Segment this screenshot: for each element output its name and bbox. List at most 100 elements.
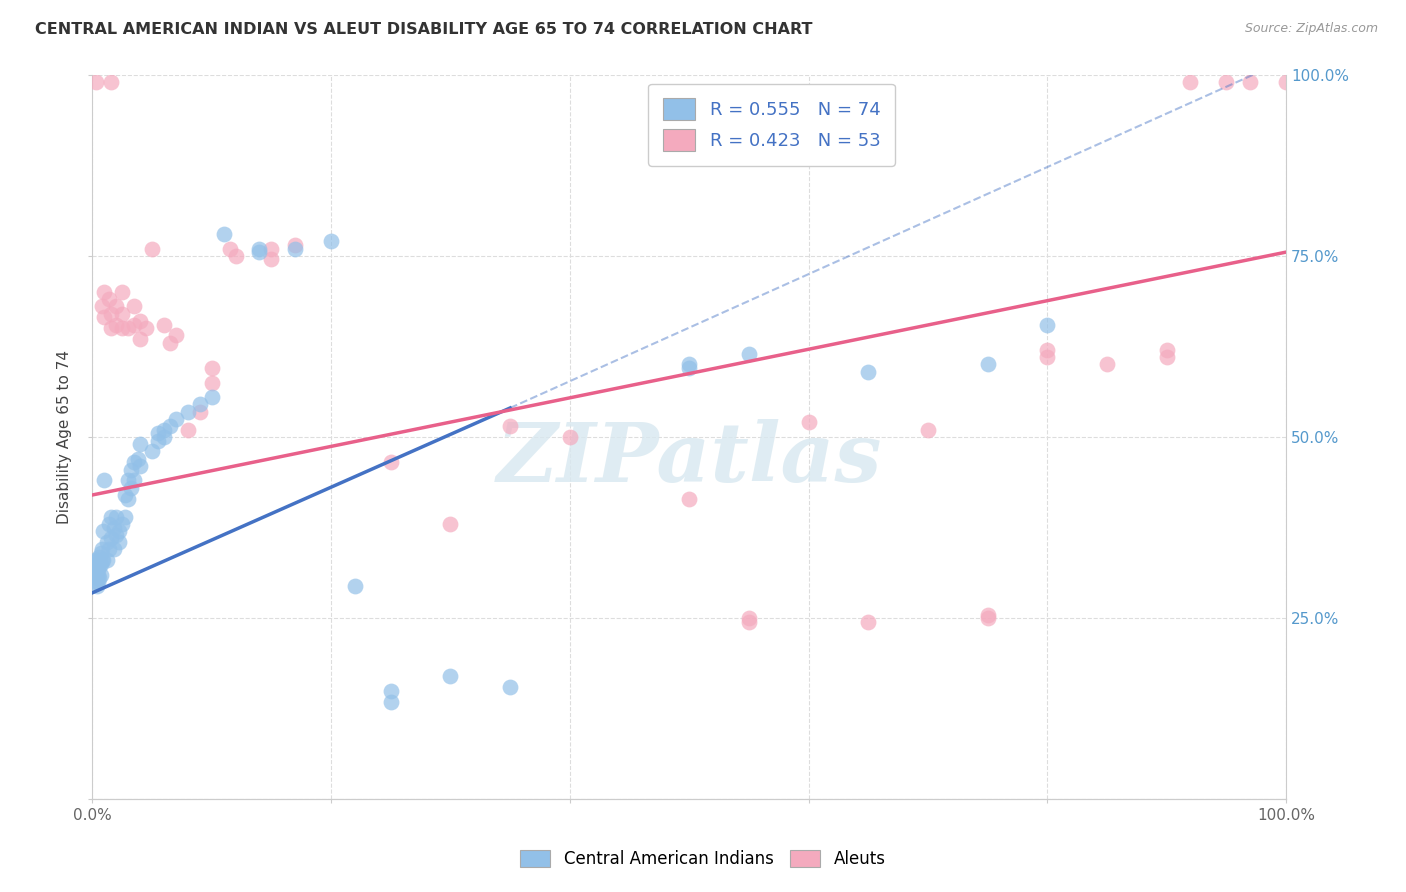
Point — [100, 321, 122, 335]
Point — [89, 571, 111, 585]
Point — [105, 509, 128, 524]
Point — [976, 358, 998, 372]
Point — [114, 488, 136, 502]
Point — [103, 520, 125, 534]
Point — [86, 578, 108, 592]
Point — [120, 481, 142, 495]
Legend: R = 0.555   N = 74, R = 0.423   N = 53: R = 0.555 N = 74, R = 0.423 N = 53 — [648, 84, 896, 166]
Point — [87, 567, 110, 582]
Point — [249, 242, 271, 256]
Point — [1156, 350, 1178, 364]
Point — [439, 516, 461, 531]
Point — [499, 419, 522, 434]
Point — [159, 335, 181, 350]
Point — [122, 455, 145, 469]
Point — [284, 242, 307, 256]
Y-axis label: Disability Age 65 to 74: Disability Age 65 to 74 — [58, 350, 72, 524]
Point — [117, 321, 139, 335]
Point — [201, 376, 224, 390]
Point — [1036, 350, 1059, 364]
Point — [738, 611, 761, 625]
Point — [141, 444, 163, 458]
Text: ZIPatlas: ZIPatlas — [496, 418, 882, 499]
Point — [201, 390, 224, 404]
Point — [83, 553, 105, 567]
Point — [380, 683, 402, 698]
Point — [380, 455, 402, 469]
Point — [107, 535, 129, 549]
Point — [188, 397, 211, 411]
Point — [83, 560, 105, 574]
Point — [284, 238, 307, 252]
Point — [90, 567, 112, 582]
Point — [103, 542, 125, 557]
Point — [856, 615, 879, 629]
Text: CENTRAL AMERICAN INDIAN VS ALEUT DISABILITY AGE 65 TO 74 CORRELATION CHART: CENTRAL AMERICAN INDIAN VS ALEUT DISABIL… — [35, 22, 813, 37]
Point — [98, 292, 121, 306]
Point — [91, 553, 114, 567]
Point — [90, 546, 112, 560]
Point — [90, 542, 112, 557]
Point — [1156, 343, 1178, 357]
Point — [1215, 75, 1237, 89]
Point — [678, 358, 700, 372]
Point — [249, 245, 271, 260]
Point — [153, 430, 176, 444]
Point — [98, 516, 121, 531]
Point — [153, 423, 176, 437]
Point — [84, 567, 107, 582]
Point — [96, 553, 118, 567]
Point — [146, 426, 169, 441]
Point — [90, 553, 112, 567]
Point — [1095, 358, 1118, 372]
Point — [105, 528, 128, 542]
Point — [90, 557, 112, 571]
Point — [122, 300, 145, 314]
Point — [100, 509, 122, 524]
Point — [558, 430, 581, 444]
Point — [86, 564, 108, 578]
Point — [117, 474, 139, 488]
Point — [153, 318, 176, 332]
Point — [111, 307, 134, 321]
Point — [114, 509, 136, 524]
Point — [93, 474, 115, 488]
Point — [678, 361, 700, 376]
Point — [87, 553, 110, 567]
Point — [856, 365, 879, 379]
Point — [120, 462, 142, 476]
Point — [188, 404, 211, 418]
Point — [93, 285, 115, 299]
Point — [499, 680, 522, 694]
Point — [260, 242, 283, 256]
Point — [165, 328, 187, 343]
Point — [87, 574, 110, 589]
Point — [1239, 75, 1261, 89]
Point — [98, 542, 121, 557]
Point — [127, 451, 149, 466]
Point — [177, 423, 200, 437]
Point — [165, 412, 187, 426]
Point — [129, 437, 152, 451]
Point — [380, 695, 402, 709]
Point — [84, 75, 107, 89]
Point — [343, 578, 366, 592]
Point — [89, 560, 111, 574]
Point — [976, 607, 998, 622]
Point — [797, 416, 820, 430]
Point — [96, 535, 118, 549]
Point — [129, 332, 152, 346]
Point — [84, 574, 107, 589]
Legend: Central American Indians, Aleuts: Central American Indians, Aleuts — [513, 843, 893, 875]
Point — [159, 419, 181, 434]
Point — [129, 458, 152, 473]
Point — [319, 234, 342, 248]
Point — [83, 567, 105, 582]
Point — [439, 669, 461, 683]
Point — [111, 285, 134, 299]
Point — [212, 227, 235, 241]
Point — [111, 516, 134, 531]
Point — [90, 300, 112, 314]
Point — [260, 252, 283, 267]
Point — [917, 423, 939, 437]
